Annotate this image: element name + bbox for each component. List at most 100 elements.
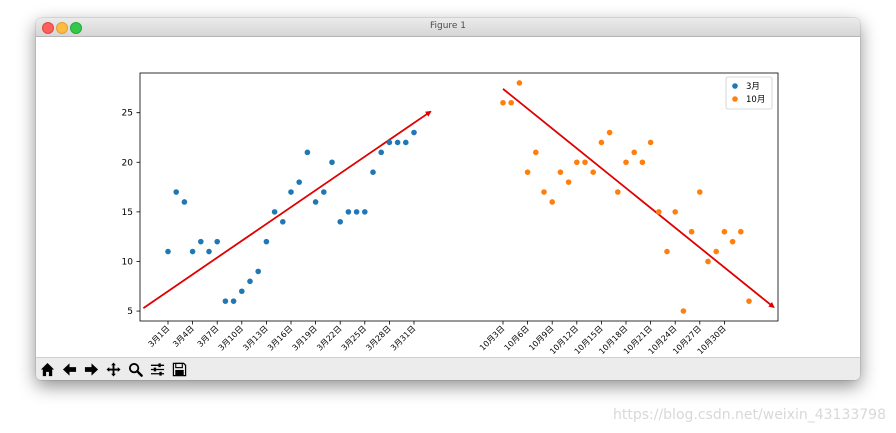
march-data-point xyxy=(403,139,409,146)
october-data-point xyxy=(508,99,514,106)
october-data-point xyxy=(705,258,711,265)
y-tick-label: 10 xyxy=(122,257,134,267)
x-tick-label: 3月4日 xyxy=(171,324,196,349)
october-data-point xyxy=(549,199,555,205)
march-data-point xyxy=(280,219,286,225)
march-data-point xyxy=(312,199,319,205)
october-data-point xyxy=(557,169,564,175)
x-tick-label: 3月19日 xyxy=(291,324,319,352)
october-data-point xyxy=(606,129,613,136)
october-data-point xyxy=(615,189,621,195)
legend-label: 10月 xyxy=(746,95,765,105)
march-data-point xyxy=(321,189,327,195)
y-tick-label: 25 xyxy=(122,109,133,119)
march-data-point xyxy=(181,199,188,205)
x-tick-label: 3月10日 xyxy=(217,324,245,352)
march-data-point xyxy=(198,238,204,245)
march-data-point xyxy=(247,278,253,285)
october-data-point xyxy=(680,308,687,314)
pan-icon[interactable] xyxy=(103,360,123,379)
october-data-point xyxy=(574,159,580,166)
march-data-point xyxy=(345,209,352,215)
october-data-point xyxy=(524,169,531,175)
forward-icon[interactable] xyxy=(81,360,101,379)
y-tick-label: 20 xyxy=(122,158,134,168)
legend-label: 3月 xyxy=(746,82,760,92)
october-data-point xyxy=(541,189,547,195)
march-data-point xyxy=(304,149,311,156)
march-data-point xyxy=(173,189,179,195)
x-tick-label: 3月25日 xyxy=(340,324,368,352)
october-data-point xyxy=(672,209,678,215)
october-data-point xyxy=(721,228,728,235)
october-data-point xyxy=(697,189,703,195)
x-tick-label: 3月13日 xyxy=(241,324,269,352)
october-data-point xyxy=(631,149,637,156)
october-data-point xyxy=(598,139,605,146)
october-data-point xyxy=(729,238,736,245)
x-tick-label: 3月16日 xyxy=(266,324,294,352)
march-data-point xyxy=(386,139,393,146)
march-data-point xyxy=(222,298,229,304)
march-data-point xyxy=(239,288,245,295)
legend-marker xyxy=(732,96,738,102)
x-tick-label: 10月3日 xyxy=(478,324,506,352)
title-bar[interactable]: Figure 1 xyxy=(36,18,860,37)
march-data-point xyxy=(411,129,417,136)
march-data-point xyxy=(271,209,278,215)
october-data-point xyxy=(533,149,539,156)
march-data-point xyxy=(230,298,237,304)
march-data-point xyxy=(214,238,220,245)
march-data-point xyxy=(206,248,212,255)
march-data-point xyxy=(337,219,344,225)
march-data-point xyxy=(189,248,196,255)
october-data-point xyxy=(590,169,596,175)
x-tick-label: 3月31日 xyxy=(389,324,417,352)
march-data-point xyxy=(329,159,335,166)
october-data-point xyxy=(500,99,506,106)
march-data-point xyxy=(165,248,171,255)
minimize-button[interactable] xyxy=(56,22,68,34)
zoom-icon[interactable] xyxy=(125,360,145,379)
march-data-point xyxy=(353,209,360,215)
march-data-point xyxy=(370,169,376,175)
october-data-point xyxy=(647,139,654,146)
maximize-button[interactable] xyxy=(70,22,82,34)
october-data-point xyxy=(656,209,662,215)
march-data-point xyxy=(255,268,261,275)
march-data-point xyxy=(394,139,401,146)
march-data-point xyxy=(378,149,385,156)
october-data-point xyxy=(738,228,744,235)
figure-window: Figure 1 5 10 15 20 25 3月1日 3月4日 3月7日 3月10日 3月13日… xyxy=(36,18,860,380)
october-data-point xyxy=(713,248,719,255)
october-data-point xyxy=(664,248,670,255)
october-data-point xyxy=(639,159,646,166)
window-title: Figure 1 xyxy=(429,21,467,31)
watermark: https://blog.csdn.net/weixin_43133798 xyxy=(612,407,886,423)
october-data-point xyxy=(565,179,572,185)
march-data-point xyxy=(263,238,270,245)
october-data-point xyxy=(516,80,523,86)
figure-canvas[interactable]: 5 10 15 20 25 3月1日 3月4日 3月7日 3月10日 3月13日 3月16日 3月19… xyxy=(36,37,860,356)
configure-icon[interactable] xyxy=(147,360,167,379)
save-icon[interactable] xyxy=(169,360,189,379)
legend-marker xyxy=(732,83,738,89)
october-data-point xyxy=(688,228,695,235)
october-data-point xyxy=(582,159,588,166)
close-button[interactable] xyxy=(42,22,54,34)
plot-frame xyxy=(139,72,779,322)
x-tick-label: 3月28日 xyxy=(364,324,392,352)
october-trend-arrow xyxy=(502,88,775,309)
march-data-point xyxy=(288,189,294,195)
navigation-toolbar xyxy=(36,357,860,380)
y-tick-label: 5 xyxy=(127,307,133,317)
home-icon[interactable] xyxy=(37,360,57,379)
march-data-point xyxy=(296,179,303,185)
october-data-point xyxy=(623,159,629,166)
october-data-point xyxy=(746,298,752,304)
x-tick-label: 3月22日 xyxy=(315,324,343,352)
march-data-point xyxy=(362,209,368,215)
back-icon[interactable] xyxy=(59,360,79,379)
